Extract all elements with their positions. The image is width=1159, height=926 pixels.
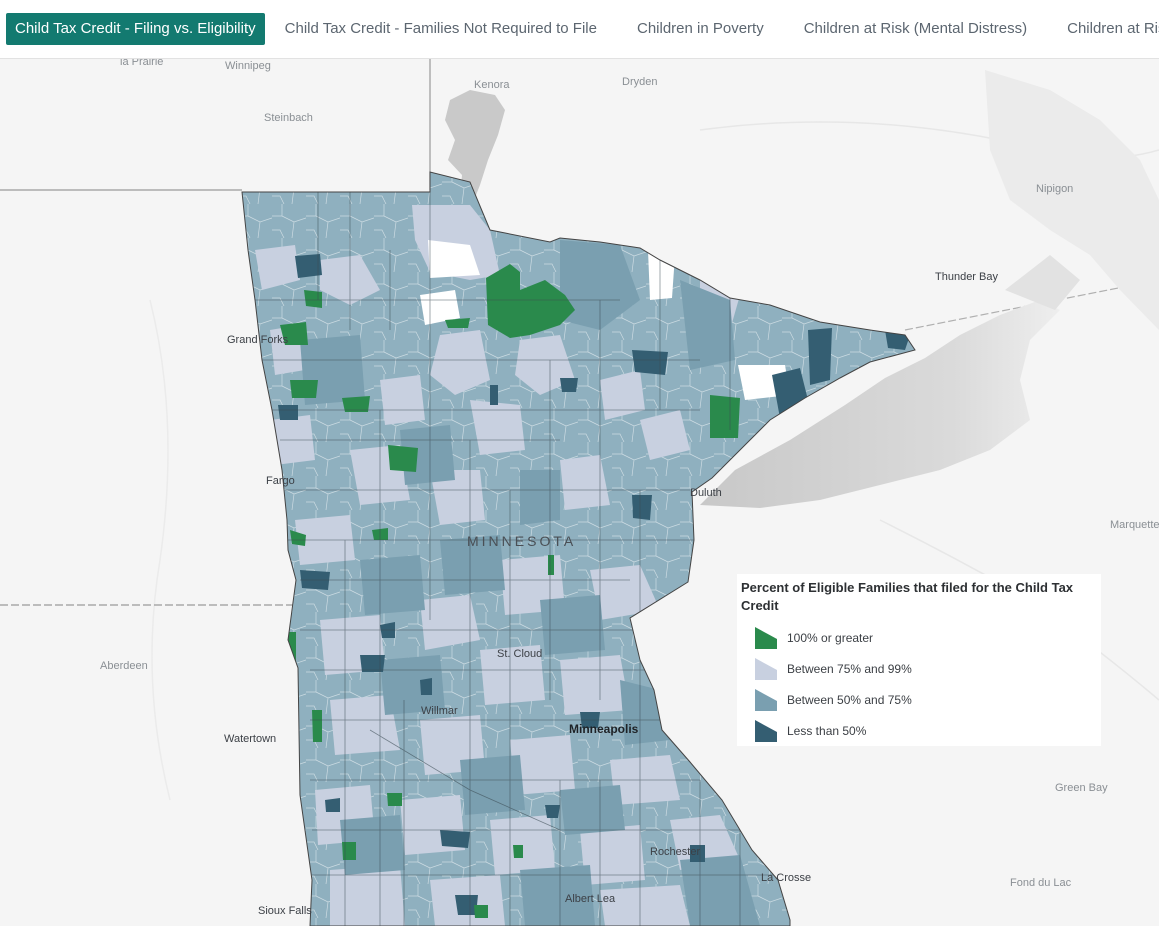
- label-minneapolis: Minneapolis: [569, 722, 639, 736]
- legend-item: 100% or greater: [741, 622, 1097, 653]
- green-districts: [280, 264, 740, 918]
- legend-label: Between 50% and 75%: [787, 692, 912, 707]
- map-labels: la Prairie Winnipeg Steinbach Kenora Dry…: [100, 58, 1159, 917]
- county-lines: [250, 192, 775, 926]
- label-marquette: Marquette: [1110, 519, 1159, 531]
- map-legend: Percent of Eligible Families that filed …: [737, 574, 1101, 746]
- label-willmar: Willmar: [421, 705, 458, 717]
- label-st-cloud: St. Cloud: [497, 648, 542, 660]
- tab-children-in-poverty[interactable]: Children in Poverty: [636, 20, 764, 37]
- label-green-bay: Green Bay: [1055, 782, 1108, 794]
- tab-children-at-risk[interactable]: Children at Risk: [1067, 20, 1159, 37]
- label-grand-forks: Grand Forks: [227, 334, 289, 346]
- legend-swatch-less-than-50: [755, 719, 777, 742]
- label-kenora: Kenora: [474, 79, 510, 91]
- label-rochester: Rochester: [650, 846, 700, 858]
- lake-superior: [700, 70, 1159, 508]
- label-winnipeg: Winnipeg: [225, 60, 271, 72]
- label-nipigon: Nipigon: [1036, 183, 1073, 195]
- tab-bar: Child Tax Credit - Filing vs. Eligibilit…: [0, 0, 1159, 59]
- legend-label: 100% or greater: [787, 630, 874, 645]
- label-sioux-falls: Sioux Falls: [258, 905, 312, 917]
- label-fond-du-lac: Fond du Lac: [1010, 877, 1072, 889]
- label-duluth: Duluth: [690, 487, 722, 499]
- legend-label: Less than 50%: [787, 723, 867, 738]
- tab-filing-vs-eligibility[interactable]: Child Tax Credit - Filing vs. Eligibilit…: [6, 13, 265, 45]
- tab-children-at-risk-mental-distress[interactable]: Children at Risk (Mental Distress): [803, 20, 1028, 37]
- legend-swatch-100-or-greater: [755, 626, 777, 649]
- legend-item: Between 75% and 99%: [741, 653, 1097, 684]
- legend-title: Percent of Eligible Families that filed …: [741, 580, 1074, 613]
- legend-swatch-75-to-99: [755, 657, 777, 680]
- label-albert-lea: Albert Lea: [565, 893, 616, 905]
- legend-item: Less than 50%: [741, 715, 1097, 746]
- label-fargo: Fargo: [266, 475, 295, 487]
- label-dryden: Dryden: [622, 76, 657, 88]
- label-thunder-bay: Thunder Bay: [935, 271, 998, 283]
- label-la-prairie: la Prairie: [120, 58, 163, 68]
- label-watertown: Watertown: [224, 733, 276, 745]
- label-minnesota: MINNESOTA: [467, 533, 576, 549]
- legend-item: Between 50% and 75%: [741, 684, 1097, 715]
- tab-families-not-required-to-file[interactable]: Child Tax Credit - Families Not Required…: [284, 20, 597, 37]
- map-canvas[interactable]: la Prairie Winnipeg Steinbach Kenora Dry…: [0, 58, 1159, 926]
- label-aberdeen: Aberdeen: [100, 660, 148, 672]
- legend-label: Between 75% and 99%: [787, 661, 912, 676]
- label-la-crosse: La Crosse: [761, 872, 811, 884]
- label-steinbach: Steinbach: [264, 112, 313, 124]
- legend-swatch-50-to-75: [755, 688, 777, 711]
